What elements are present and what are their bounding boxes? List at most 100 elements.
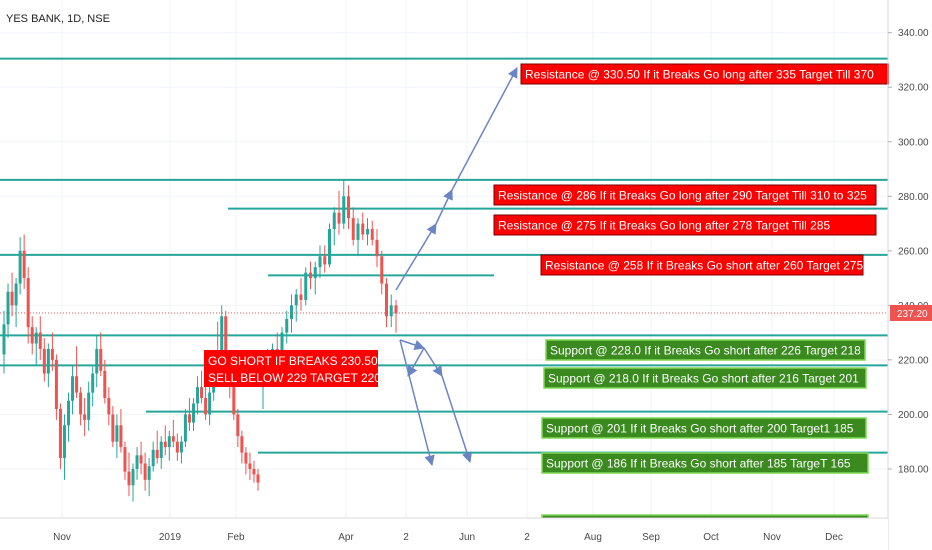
candle-body [244,452,248,464]
candle-body [22,250,26,279]
arrow [399,339,425,350]
candle-body [119,425,123,448]
candle-body [304,272,308,300]
projection-arrows [395,67,518,467]
time-tick-label: Apr [338,532,354,543]
support-label: Support @ 218.0 If it Breaks Go short af… [543,367,867,389]
candle-body [366,229,369,235]
candle-body [111,414,115,442]
short-signal-bg [204,350,378,387]
candle-body [375,239,379,257]
label-text: Support @ 186 If it Breaks Go short afte… [546,457,851,471]
time-axis-bg [0,518,888,550]
candle-body [79,392,83,415]
candle-body [342,196,346,224]
candle-body [220,316,224,371]
candle-body [34,332,38,344]
candle-body [232,387,236,415]
label-bg [493,214,877,236]
candle-body [252,468,256,475]
candle-body [187,414,191,423]
candle-body [328,229,331,265]
candle-body [6,291,10,325]
chart-title: YES BANK, 1D, NSE [6,13,110,25]
candle-body [71,376,75,401]
candle-body [285,318,289,333]
candle-body [323,256,327,265]
candle-body [204,398,208,415]
candle-body [351,218,355,240]
price-tick-label: 300.00 [898,137,929,148]
arrow [441,375,473,463]
candle-body [10,291,14,306]
price-tick-label: 320.00 [898,83,929,94]
candle-body [14,283,18,306]
candle-body [151,449,155,467]
price-tick-label: 260.00 [898,246,929,257]
time-tick-label: 2019 [159,532,182,543]
price-axis[interactable]: 180.00200.00220.00240.00260.00280.00300.… [887,0,932,550]
time-tick-label: Nov [53,532,71,543]
candle-body [191,403,195,423]
arrow [451,67,518,191]
time-tick-label: Oct [703,532,719,543]
candle-body [208,392,212,415]
resistance-label: Resistance @ 258 If it Breaks Go short a… [540,254,864,276]
candle-body [62,425,66,459]
label-text: Resistance @ 275 If it Breaks Go long af… [498,219,830,233]
candle-body [318,256,322,268]
level-lines [0,57,888,454]
label-text: Resistance @ 330.50 If it Breaks Go long… [525,68,874,82]
candle-body [83,414,87,420]
time-tick-label: Feb [227,532,245,543]
last-price-tag [890,304,932,321]
price-axis-bg [889,0,932,550]
candle-body [91,373,95,393]
candle-body [236,414,240,437]
time-tick-label: Jun [459,532,475,543]
candle-body [103,370,107,399]
candle-body [115,425,119,442]
price-tick-label: 340.00 [898,28,929,39]
candle-body [294,294,298,306]
price-tick-label: 220.00 [898,355,929,366]
candle-body [224,316,228,374]
candle-body [46,348,50,374]
candle-body [183,414,187,442]
label-bg [541,452,869,474]
candle-body [385,283,388,317]
candle-body [2,324,6,355]
candle-body [123,447,127,472]
candle-body [361,223,365,235]
label-text: Resistance @ 258 If it Breaks Go short a… [545,259,863,273]
candle-body [200,387,204,399]
time-tick-label: Aug [584,532,602,543]
time-tick-label: 2 [403,532,409,543]
candle-body [337,212,341,224]
candle-body [30,327,34,344]
candle-body [155,449,159,459]
arrow [407,347,425,377]
short-signal-line1: GO SHORT IF BREAKS 230.50 [208,354,378,368]
candle-body [107,398,111,415]
candle-body [394,305,398,314]
candle-body [167,436,171,448]
time-axis[interactable]: Nov 2019 Feb Apr 2 Jun 2 Aug Sep Oct Nov Dec [0,517,888,550]
candle-body [87,392,91,420]
candle-body [309,272,312,279]
candle-body [171,436,175,442]
candle-body [95,348,99,374]
price-tick-label: 200.00 [898,410,929,421]
label-bg [540,254,864,276]
candle-body [313,267,317,279]
candle-body [347,196,350,219]
time-tick-label: 2 [524,532,530,543]
time-tick-label: Dec [825,532,843,543]
label-bg [493,184,877,206]
candle-body [356,223,360,240]
candle-body [58,408,62,459]
candle-body [50,348,54,360]
candle-body [389,305,393,317]
candle-body [38,332,42,349]
